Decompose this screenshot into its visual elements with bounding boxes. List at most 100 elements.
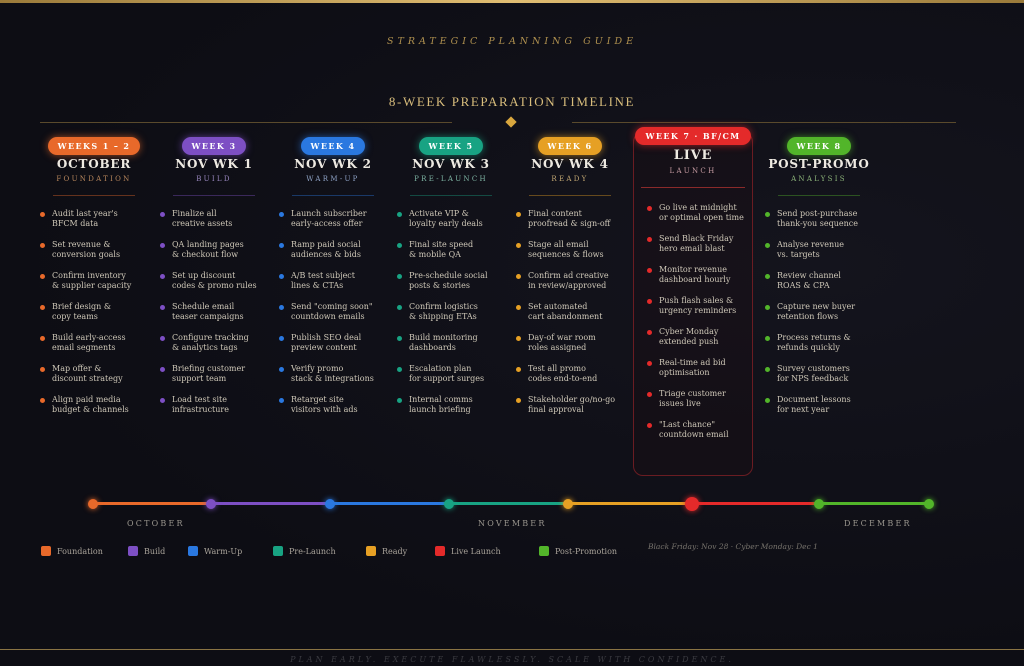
task-item: Brief design & copy teams (40, 302, 154, 333)
task-item: Send post-purchase thank-you sequence (765, 209, 879, 240)
week-badge: WEEK 4 (300, 137, 366, 155)
column-title: NOV WK 3 (412, 157, 490, 171)
bullet-dot-icon (647, 330, 652, 335)
task-item: Document lessons for next year (765, 395, 879, 426)
legend-label: Pre-Launch (289, 546, 336, 556)
task-text: Activate VIP & loyalty early deals (409, 209, 483, 228)
task-text: Confirm ad creative in review/approved (528, 271, 609, 290)
task-text: Survey customers for NPS feedback (777, 364, 850, 383)
task-item: Pre-schedule social posts & stories (397, 271, 511, 302)
diamond-ornament-icon (505, 116, 517, 128)
task-text: Set revenue & conversion goals (52, 240, 121, 259)
month-label-october: OCTOBER (127, 519, 185, 528)
timeline-segment (692, 502, 819, 505)
task-item: Map offer & discount strategy (40, 364, 154, 395)
task-text: Final site speed & mobile QA (409, 240, 474, 259)
task-item: Process returns & refunds quickly (765, 333, 879, 364)
bullet-dot-icon (397, 367, 402, 372)
phase-label: LAUNCH (669, 167, 717, 175)
task-item: Cyber Monday extended push (647, 327, 753, 358)
task-text: Send post-purchase thank-you sequence (777, 209, 858, 228)
column-divider (529, 195, 611, 196)
task-item: Analyse revenue vs. targets (765, 240, 879, 271)
task-item: Go live at midnight or optimal open time (647, 203, 753, 234)
task-text: Send "coming soon" countdown emails (291, 302, 373, 321)
bullet-dot-icon (40, 367, 45, 372)
task-item: Launch subscriber early-access offer (279, 209, 393, 240)
column-divider (641, 187, 745, 188)
task-text: Align paid media budget & channels (52, 395, 129, 414)
task-text: Publish SEO deal preview content (291, 333, 362, 352)
task-text: Stage all email sequences & flows (528, 240, 604, 259)
bullet-dot-icon (40, 336, 45, 341)
legend-swatch-icon (539, 546, 549, 556)
legend-swatch-icon (435, 546, 445, 556)
legend-item: Warm-Up (188, 546, 242, 556)
task-item: Send Black Friday hero email blast (647, 234, 753, 265)
bullet-dot-icon (279, 212, 284, 217)
column-title: LIVE (673, 148, 713, 163)
bullet-dot-icon (160, 398, 165, 403)
legend-label: Post-Promotion (555, 546, 618, 556)
bullet-dot-icon (397, 274, 402, 279)
task-list: Activate VIP & loyalty early deals Final … (391, 209, 511, 426)
bullet-dot-icon (397, 336, 402, 341)
legend-label: Build (144, 546, 166, 556)
task-text: Briefing customer support team (172, 364, 246, 383)
guide-subtitle: STRATEGIC PLANNING GUIDE (387, 36, 637, 47)
task-item: Schedule email teaser campaigns (160, 302, 274, 333)
column-divider (410, 195, 492, 196)
bullet-dot-icon (765, 398, 770, 403)
bullet-dot-icon (647, 299, 652, 304)
timeline-segment (819, 502, 929, 505)
task-text: Build monitoring dashboards (409, 333, 478, 352)
bottom-gold-rule (0, 649, 1024, 650)
legend-label: Live Launch (451, 546, 501, 556)
task-item: Load test site infrastructure (160, 395, 274, 426)
phase-label: FOUNDATION (56, 175, 132, 183)
bullet-dot-icon (160, 212, 165, 217)
bullet-dot-icon (40, 398, 45, 403)
task-item: Day-of war room roles assigned (516, 333, 630, 364)
legend-item: Live Launch (435, 546, 501, 556)
timeline-node (563, 498, 573, 509)
bullet-dot-icon (765, 274, 770, 279)
task-list: Go live at midnight or optimal open time… (633, 203, 753, 451)
task-text: Review channel ROAS & CPA (777, 271, 841, 290)
task-text: Cyber Monday extended push (659, 327, 719, 346)
task-item: Real-time ad bid optimisation (647, 358, 753, 389)
task-text: Load test site infrastructure (172, 395, 229, 414)
task-text: Confirm logistics & shipping ETAs (409, 302, 478, 321)
task-text: Go live at midnight or optimal open time (659, 203, 744, 222)
task-item: Set up discount codes & promo rules (160, 271, 274, 302)
bullet-dot-icon (40, 212, 45, 217)
bullet-dot-icon (647, 423, 652, 428)
task-item: Set revenue & conversion goals (40, 240, 154, 271)
task-text: Escalation plan for support surges (409, 364, 485, 383)
task-list: Finalize all creative assets QA landing p… (154, 209, 274, 426)
week-badge: WEEK 7 · BF/CM (635, 127, 751, 145)
task-text: Map offer & discount strategy (52, 364, 123, 383)
page-title: 8-WEEK PREPARATION TIMELINE (388, 94, 636, 109)
legend-item: Pre-Launch (273, 546, 336, 556)
timeline-segment (568, 502, 692, 505)
column-divider (53, 195, 135, 196)
task-item: Set automated cart abandonment (516, 302, 630, 333)
week-column: WEEKS 1 – 2 OCTOBER FOUNDATION Audit las… (34, 134, 154, 426)
task-text: Build early-access email segments (52, 333, 126, 352)
bullet-dot-icon (765, 305, 770, 310)
task-text: Monitor revenue dashboard hourly (659, 265, 731, 284)
bullet-dot-icon (647, 361, 652, 366)
task-item: A/B test subject lines & CTAs (279, 271, 393, 302)
task-item: Align paid media budget & channels (40, 395, 154, 426)
task-text: Configure tracking & analytics tags (172, 333, 249, 352)
bullet-dot-icon (516, 336, 521, 341)
bullet-dot-icon (40, 305, 45, 310)
task-text: Set up discount codes & promo rules (172, 271, 257, 290)
task-item: Publish SEO deal preview content (279, 333, 393, 364)
legend-swatch-icon (188, 546, 198, 556)
timeline-node (685, 496, 699, 511)
legend-swatch-icon (128, 546, 138, 556)
bullet-dot-icon (160, 243, 165, 248)
column-title: NOV WK 2 (294, 157, 372, 171)
